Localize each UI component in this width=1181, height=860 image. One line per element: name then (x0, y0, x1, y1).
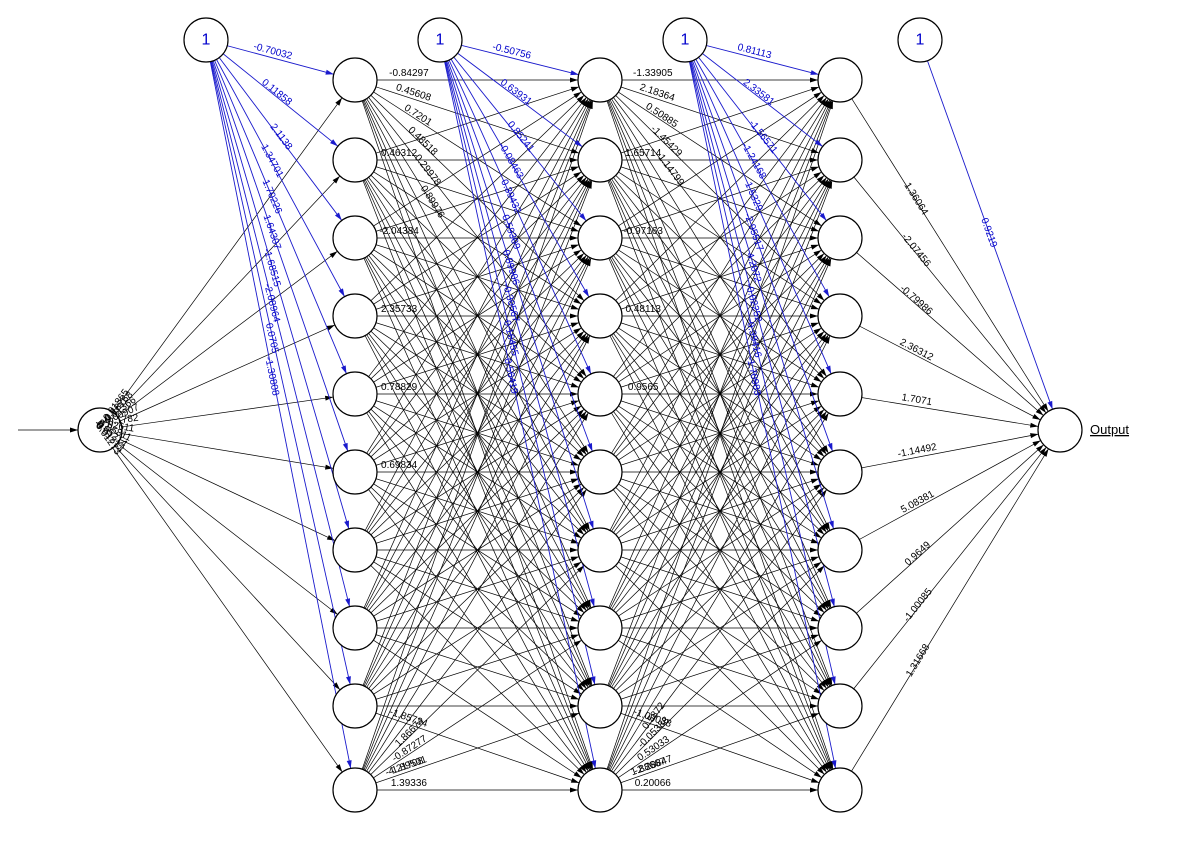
hidden3-node-9 (818, 768, 862, 812)
hidden3-node-8 (818, 684, 862, 728)
bias-weight-label: 0.89906 (500, 249, 521, 287)
weight-label: 0.7201 (402, 103, 434, 129)
hidden2-node-3 (578, 294, 622, 338)
hidden1-node-7 (333, 606, 377, 650)
bias-weight-label: 0.59309 (499, 213, 522, 251)
hidden1-node-8 (333, 684, 377, 728)
hidden3-node-0 (818, 58, 862, 102)
hidden2-node-6 (578, 528, 622, 572)
weight-label: 0.50885 (643, 101, 680, 130)
hidden2-node-7 (578, 606, 622, 650)
hidden2-node-4 (578, 372, 622, 416)
hidden1-node-6 (333, 528, 377, 572)
hidden3-node-4 (818, 372, 862, 416)
bias-weight-label: 2.33581 (741, 77, 777, 108)
output-weight-label: 1.31668 (904, 642, 932, 679)
hidden2-node-9 (578, 768, 622, 812)
weight-label: 0.89976 (418, 184, 447, 221)
bias-weight-label: 1.64307 (261, 213, 283, 251)
weight-label: 0.78829 (381, 382, 418, 393)
bias-weight-label: -2.95517 (741, 212, 765, 253)
bias-weight-label: -0.08463 (496, 141, 526, 181)
output-weight-label: 1.7071 (901, 392, 933, 408)
output-weight-label: 1.36064 (901, 181, 930, 218)
hidden2-node-5 (578, 450, 622, 494)
weight-label: -2.04384 (379, 226, 419, 237)
weight-label: 0.9565 (628, 382, 659, 393)
bias-weight-label: 0.63931 (498, 77, 534, 108)
bias-node-label: 1 (436, 32, 445, 49)
hidden3-node-1 (818, 138, 862, 182)
hidden1-node-1 (333, 138, 377, 182)
weight-label: -1.33905 (633, 68, 673, 79)
bias-weight-label: -0.70032 (252, 41, 293, 62)
weight-label: -0.97163 (623, 226, 663, 237)
bias-weight-label: 0.9219 (978, 217, 999, 250)
bias-weight-label: 1.70226 (260, 178, 284, 216)
weight-label: 1.65714 (625, 148, 662, 159)
hidden2-node-1 (578, 138, 622, 182)
output-weight-label: 0.9649 (903, 539, 933, 568)
hidden1-node-2 (333, 216, 377, 260)
hidden1-node-0 (333, 58, 377, 102)
bias-weight-label: 0.81113 (736, 42, 773, 61)
weight-label: 2.18364 (638, 82, 676, 104)
weight-label: 0.46312 (381, 148, 418, 159)
hidden1-node-9 (333, 768, 377, 812)
hidden3-node-3 (818, 294, 862, 338)
bias-node-label: 1 (202, 32, 211, 49)
bias-weight-label: 4.2072 (744, 251, 764, 284)
bias-weight-label: 0.56419 (501, 357, 519, 395)
output-weight-label: -2.07456 (899, 232, 933, 270)
hidden3-node-7 (818, 606, 862, 650)
weight-label: -0.84297 (389, 68, 429, 79)
bias-node-label: 1 (681, 32, 690, 49)
weight-label: 0.20066 (635, 778, 672, 789)
edges-layer (18, 40, 1053, 793)
hidden1-node-3 (333, 294, 377, 338)
neural-network-diagram: 0.01865-0.18768-0.01366-0.00907-0.1782-0… (0, 0, 1181, 860)
hidden3-node-5 (818, 450, 862, 494)
hidden3-node-6 (818, 528, 862, 572)
weight-label: 1.88667 (630, 756, 668, 778)
hidden1-node-5 (333, 450, 377, 494)
output-weight-label: -0.79986 (898, 283, 935, 318)
output-weight-label: 5.08381 (899, 489, 936, 516)
output-node (1038, 408, 1082, 452)
hidden2-node-0 (578, 58, 622, 102)
weight-label: 0.69834 (381, 460, 418, 471)
output-label: Output (1090, 422, 1129, 437)
weight-label: 0.45608 (394, 82, 432, 104)
hidden3-node-2 (818, 216, 862, 260)
weight-label: 0.48113 (625, 304, 661, 315)
hidden2-node-2 (578, 216, 622, 260)
hidden2-node-8 (578, 684, 622, 728)
bias-node-label: 1 (916, 32, 925, 49)
weight-label: 2.35733 (381, 304, 418, 315)
weight-label: 1.39336 (391, 778, 428, 789)
bias-weight-label: -0.50756 (491, 42, 532, 62)
hidden1-node-4 (333, 372, 377, 416)
output-weight-label: -1.00085 (902, 586, 935, 624)
output-weight-label: 2.36312 (898, 337, 936, 364)
bias-weight-label: 0.11858 (259, 77, 294, 108)
